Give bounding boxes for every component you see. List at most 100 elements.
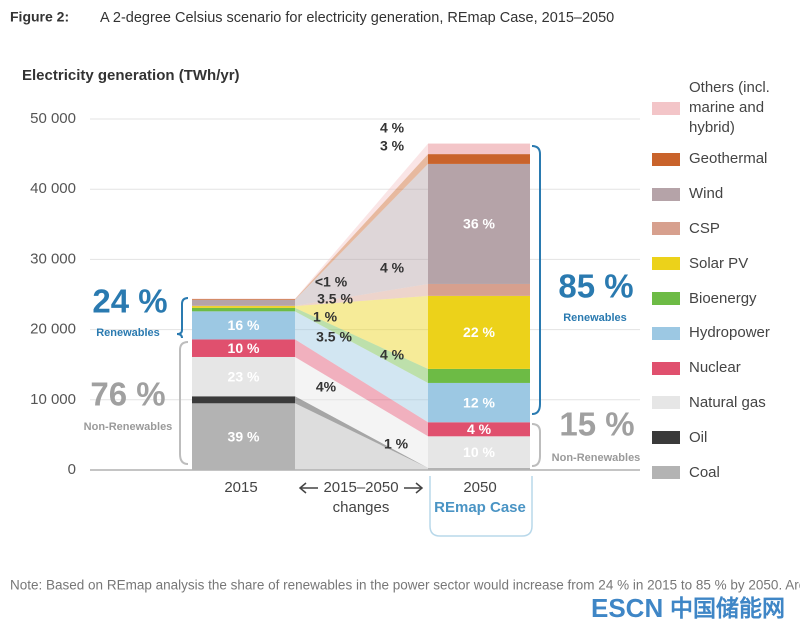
change-label: 3.5 % <box>317 291 353 307</box>
arrow <box>298 482 318 494</box>
bar-segment <box>192 299 295 306</box>
bar-segment <box>192 306 295 308</box>
bar-segment <box>192 403 295 470</box>
y-tick-label: 20 000 <box>30 321 76 338</box>
legend-item: Others (incl. marine and hybrid) <box>652 74 800 142</box>
bracket-share: 85 % <box>558 268 633 305</box>
bracket <box>531 145 541 415</box>
bracket <box>176 297 189 339</box>
bar-segment <box>192 396 295 404</box>
bar-segment <box>192 307 295 312</box>
legend-label: Bioenergy <box>689 289 757 307</box>
bracket-label: Non-Renewables <box>84 421 173 433</box>
bar-segment <box>428 295 530 369</box>
bar-segment <box>192 356 295 397</box>
legend-label: Hydropower <box>689 324 770 342</box>
legend-swatch <box>652 326 680 340</box>
x-tick-label: 2015 <box>224 479 258 496</box>
change-label: 1 % <box>384 436 409 452</box>
bar-segment <box>428 382 530 423</box>
change-band <box>295 356 428 468</box>
change-band <box>295 339 428 437</box>
legend-item: Oil <box>652 420 800 455</box>
legend-swatch <box>652 187 680 201</box>
bar-segment <box>428 467 530 470</box>
change-band <box>295 396 428 468</box>
bracket-label: Renewables <box>563 312 627 324</box>
legend-item: Bioenergy <box>652 281 800 316</box>
change-label: 4 % <box>380 347 405 363</box>
legend-swatch <box>652 396 680 410</box>
y-tick-label: 50 000 <box>30 110 76 127</box>
legend-label: CSP <box>689 219 720 237</box>
x-tick-label: 2050 <box>463 479 497 496</box>
bracket-share: 24 % <box>92 283 167 320</box>
arrow <box>404 482 424 494</box>
legend-swatch <box>652 361 680 375</box>
legend-item: Geothermal <box>652 142 800 177</box>
y-axis-label: Electricity generation (TWh/yr) <box>22 67 240 84</box>
legend-swatch <box>652 466 680 480</box>
segment-label: 10 % <box>228 340 260 356</box>
y-tick-label: 10 000 <box>30 391 76 408</box>
segment-label: 4 % <box>467 421 492 437</box>
segment-label: 39 % <box>228 428 260 444</box>
note: Note: Based on REmap analysis the share … <box>10 578 800 593</box>
change-band <box>295 283 428 307</box>
change-band <box>295 143 428 300</box>
legend-swatch <box>652 257 680 271</box>
legend-label: Solar PV <box>689 254 749 272</box>
change-label: 1 % <box>313 309 338 325</box>
bracket-label: Non-Renewables <box>552 452 641 464</box>
change-band <box>295 154 428 300</box>
legend-swatch <box>652 152 680 166</box>
legend-label: Coal <box>689 463 720 481</box>
bar-segment <box>428 422 530 437</box>
legend-item: Natural gas <box>652 386 800 421</box>
segment-label: 36 % <box>463 216 495 232</box>
bar-segment <box>192 339 295 357</box>
legend-label: Nuclear <box>689 359 741 377</box>
legend-item: CSP <box>652 212 800 247</box>
legend-item: Solar PV <box>652 246 800 281</box>
legend-label: Oil <box>689 428 708 446</box>
bracket <box>531 423 541 467</box>
chart-title: A 2-degree Celsius scenario for electric… <box>100 10 614 26</box>
x-tick-label: 2015–2050 changes <box>323 479 399 516</box>
change-label: 4 % <box>380 260 405 276</box>
watermark: 中国储能网 <box>670 595 785 621</box>
segment-label: 12 % <box>463 394 495 410</box>
bracket-label: Renewables <box>96 327 160 339</box>
watermark: ESCN <box>591 593 663 623</box>
bracket <box>179 341 189 465</box>
scenario-label: REmap Case <box>434 499 526 516</box>
legend-swatch <box>652 431 680 445</box>
bar-segment <box>192 299 295 300</box>
segment-label: 22 % <box>463 324 495 340</box>
legend-item: Hydropower <box>652 316 800 351</box>
legend-item: Coal <box>652 455 800 490</box>
change-band <box>295 307 428 383</box>
legend-item: Wind <box>652 177 800 212</box>
bar-segment <box>428 154 530 164</box>
change-band <box>295 311 428 423</box>
scenario-box <box>429 476 533 537</box>
bar-segment <box>192 311 295 340</box>
y-tick-label: 40 000 <box>30 180 76 197</box>
bar-segment <box>428 163 530 284</box>
bracket-share: 15 % <box>559 406 634 443</box>
segment-label: 10 % <box>463 444 495 460</box>
change-label: 3 % <box>380 138 405 154</box>
legend-swatch <box>652 292 680 306</box>
figure-label: Figure 2: <box>10 9 69 25</box>
segment-label: 23 % <box>228 368 260 384</box>
change-label: 3.5 % <box>316 329 352 345</box>
bar-segment <box>428 143 530 155</box>
y-tick-label: 30 000 <box>30 250 76 267</box>
change-label: 4% <box>316 379 337 395</box>
legend: Others (incl. marine and hybrid) Geotherm… <box>652 74 800 490</box>
legend-label: Natural gas <box>689 393 766 411</box>
legend-item: Nuclear <box>652 351 800 386</box>
